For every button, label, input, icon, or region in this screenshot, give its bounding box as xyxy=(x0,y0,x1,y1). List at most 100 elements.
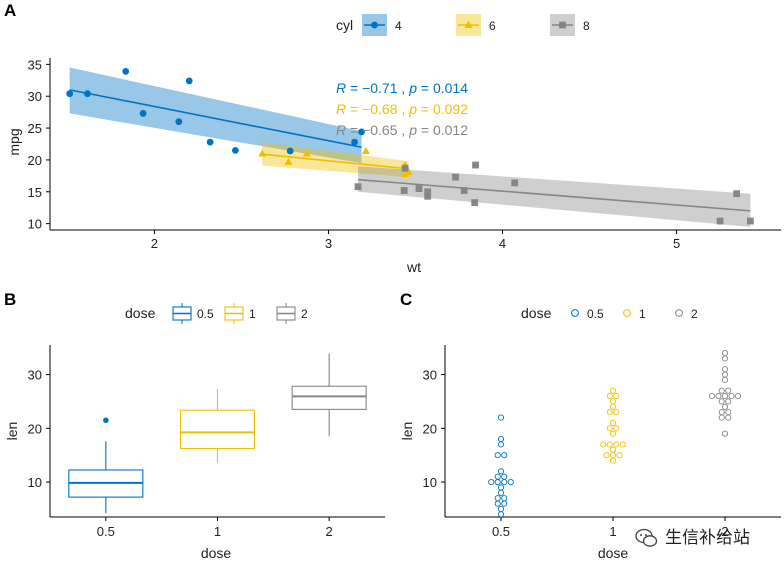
data-point-cyl-4 xyxy=(351,138,358,146)
dot-dose-0.5 xyxy=(494,500,501,507)
dot-dose-1 xyxy=(616,452,623,459)
data-point-cyl-8 xyxy=(424,192,432,200)
dot-dose-1 xyxy=(603,452,610,459)
legend-label-dose-0.5: 0.5 xyxy=(587,307,604,321)
dot-dose-0.5 xyxy=(501,479,508,486)
dot-dose-1 xyxy=(609,419,617,426)
annotation-sep: , xyxy=(398,80,410,96)
legend-label-dose-2: 2 xyxy=(691,307,698,321)
annotation-r-symbol: R xyxy=(336,101,346,117)
data-point-cyl-6 xyxy=(401,169,410,177)
dot-dose-0.5 xyxy=(497,414,505,421)
legend-marker-cyl-6 xyxy=(464,20,473,28)
dot-dose-2 xyxy=(718,387,725,394)
x-tick-label-c: 1 xyxy=(609,524,616,539)
correlation-label-cyl-4: R = −0.71 , p = 0.014 xyxy=(336,80,468,96)
data-point-cyl-8 xyxy=(511,179,519,187)
legend-key-dose-0.5 xyxy=(571,309,579,317)
dot-dose-0.5 xyxy=(494,495,501,502)
legend-label-dose-2: 2 xyxy=(301,307,308,321)
regression-line-cyl-6 xyxy=(262,153,409,170)
dot-dose-0.5 xyxy=(497,511,505,518)
dot-dose-0.5 xyxy=(497,489,505,496)
dot-dose-2 xyxy=(721,430,729,437)
annotation-r-symbol: R xyxy=(336,122,346,138)
annotation-r-value: = −0.68 xyxy=(346,101,398,117)
dot-dose-2 xyxy=(725,387,732,394)
panel-b: B dose 0.5 1 2 10 20 30 0.5 1 2 dose len xyxy=(4,290,385,561)
legend-cyl: cyl 4 6 8 xyxy=(336,14,590,36)
dot-dose-2 xyxy=(715,393,722,400)
dot-dose-1 xyxy=(613,409,620,416)
annotation-p-symbol: p xyxy=(408,80,417,96)
dot-dose-0.5 xyxy=(501,500,508,507)
annotation-p-value: = 0.014 xyxy=(417,80,468,96)
dot-dose-2 xyxy=(734,393,742,400)
dot-dose-2 xyxy=(708,393,716,400)
dot-dose-2 xyxy=(728,393,735,400)
legend-dose-c: dose 0.5 1 2 xyxy=(521,305,698,321)
y-tick-label-a: 25 xyxy=(28,121,42,136)
y-axis-title-a: mpg xyxy=(6,128,22,155)
data-point-cyl-8 xyxy=(746,217,754,225)
dot-dose-2 xyxy=(725,409,732,416)
dot-dose-0.5 xyxy=(501,473,508,480)
data-point-cyl-4 xyxy=(231,146,239,154)
dot-dose-1 xyxy=(609,430,617,437)
annotation-p-symbol: p xyxy=(408,101,417,117)
data-point-cyl-6 xyxy=(302,149,311,157)
panel-label-c: C xyxy=(400,290,412,309)
dot-dose-1 xyxy=(609,398,617,405)
x-axis-title-b: dose xyxy=(201,545,232,561)
y-tick-label-c: 10 xyxy=(423,475,437,490)
dot-dose-0.5 xyxy=(488,479,495,486)
data-point-cyl-4 xyxy=(185,77,193,85)
data-point-cyl-8 xyxy=(733,190,741,198)
x-tick-label-a: 5 xyxy=(673,236,680,251)
dot-dose-1 xyxy=(613,425,620,432)
confidence-band-cyl-4 xyxy=(69,67,362,164)
legend-marker-cyl-4 xyxy=(371,21,378,29)
correlation-label-cyl-6: R = −0.68 , p = 0.092 xyxy=(336,101,468,117)
legend-label-cyl-6: 6 xyxy=(489,19,496,33)
regression-line-cyl-4 xyxy=(69,89,362,148)
data-point-cyl-4 xyxy=(286,147,294,155)
x-tick-label-a: 4 xyxy=(499,236,506,251)
panel-label-a: A xyxy=(4,1,16,20)
legend-key-dose-2 xyxy=(675,309,683,317)
data-point-cyl-8 xyxy=(452,173,459,181)
y-axis-title-b: len xyxy=(4,422,20,441)
dot-dose-2 xyxy=(718,398,725,405)
y-tick-label-a: 15 xyxy=(28,185,42,200)
annotation-r-symbol: R xyxy=(336,80,346,96)
data-point-cyl-8 xyxy=(716,217,724,225)
data-point-cyl-6 xyxy=(361,146,370,155)
dot-dose-0.5 xyxy=(501,495,508,502)
correlation-label-cyl-8: R = −0.65 , p = 0.012 xyxy=(336,122,468,138)
dot-dose-0.5 xyxy=(497,468,505,475)
y-tick-label-b: 20 xyxy=(28,421,42,436)
panel-label-b: B xyxy=(4,290,16,309)
data-point-cyl-8 xyxy=(460,187,468,194)
dot-dose-1 xyxy=(619,441,626,448)
box-dose-2 xyxy=(291,385,367,410)
data-point-cyl-8 xyxy=(401,164,409,172)
data-point-cyl-6 xyxy=(258,149,267,157)
plot-area-b: 10 20 30 0.5 1 2 xyxy=(28,345,385,539)
annotation-r-value: = −0.71 xyxy=(346,80,398,96)
dot-dose-0.5 xyxy=(494,479,501,486)
legend-label-cyl-8: 8 xyxy=(583,19,590,33)
data-point-cyl-4 xyxy=(175,118,183,126)
x-tick-label-a: 2 xyxy=(151,236,158,251)
legend-title-dose-c: dose xyxy=(521,305,552,321)
dot-dose-2 xyxy=(721,366,729,373)
x-axis-title-a: wt xyxy=(406,259,421,275)
data-point-cyl-4 xyxy=(139,110,147,117)
data-point-cyl-8 xyxy=(471,199,479,207)
y-tick-label-b: 10 xyxy=(28,475,42,490)
dot-dose-2 xyxy=(721,393,729,400)
y-axis-title-c: len xyxy=(399,422,415,441)
legend-label-dose-1: 1 xyxy=(639,307,646,321)
dot-dose-0.5 xyxy=(497,484,505,491)
dot-dose-1 xyxy=(609,452,617,459)
